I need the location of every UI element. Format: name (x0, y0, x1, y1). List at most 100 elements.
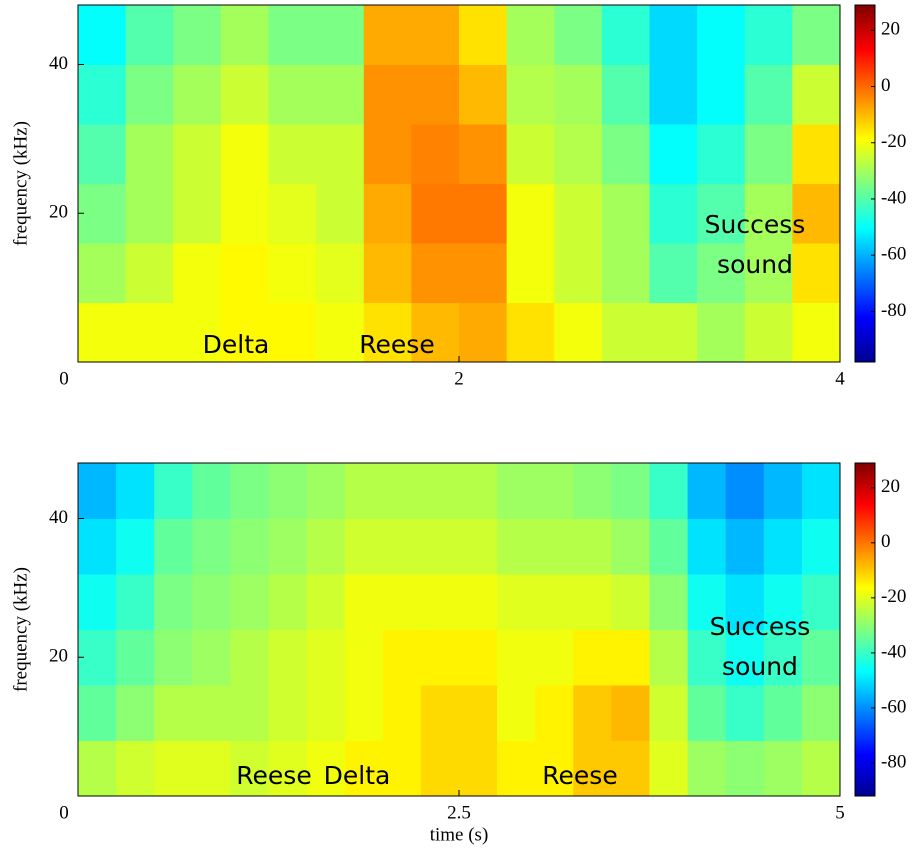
spectrogram-cell (535, 629, 574, 686)
spectrogram-cell (344, 574, 384, 630)
spectrogram-cell (154, 629, 193, 686)
spectrogram-cell (792, 243, 841, 303)
spectrogram-cell (725, 685, 765, 741)
annotation-line: Success (705, 210, 806, 239)
annotation: Success sound (705, 210, 806, 279)
spectrogram-cell (382, 685, 422, 741)
spectrogram-cell (154, 463, 193, 519)
spectrogram-cell (125, 243, 174, 303)
spectrogram-cell (497, 574, 536, 630)
spectrogram-cell (801, 629, 841, 686)
spectrogram-cell (744, 124, 793, 184)
x-tick-label: 5 (835, 802, 845, 823)
spectrogram-cell (363, 124, 412, 184)
annotation: Reese (359, 330, 434, 359)
spectrogram-cell (192, 463, 231, 519)
spectrogram-cell (306, 463, 346, 519)
spectrogram-cell (535, 685, 574, 741)
spectrogram-cell (154, 574, 193, 630)
spectrogram-cell (573, 740, 612, 797)
x-tick-label: 0 (59, 368, 69, 389)
spectrogram-cell (363, 183, 412, 244)
spectrogram-cell (801, 574, 841, 630)
spectrogram-cell (230, 463, 269, 519)
spectrogram-cell (506, 243, 555, 303)
spectrogram-cell (649, 463, 689, 519)
spectrogram-cell (725, 574, 765, 630)
spectrogram-cell (744, 64, 793, 125)
spectrogram-cell (78, 124, 127, 184)
spectrogram-cell (744, 243, 793, 303)
spectrogram-cell (611, 740, 650, 797)
spectrogram-cell (78, 64, 127, 125)
spectrogram-cell (230, 629, 269, 686)
spectrogram-cell (792, 64, 841, 125)
spectrogram-cell (173, 183, 222, 244)
y-tick-label: 40 (49, 507, 68, 528)
spectrogram-cell (268, 463, 308, 519)
spectrogram-cell (125, 64, 174, 125)
y-tick-label: 20 (49, 646, 68, 667)
spectrogram-cell (220, 5, 269, 65)
spectrogram-cell (306, 629, 346, 686)
annotation: Reese (542, 761, 617, 790)
spectrogram-cell (268, 124, 317, 184)
y-tick-label: 20 (49, 202, 68, 223)
spectrogram-cell (687, 685, 727, 741)
spectrogram-cell (697, 243, 746, 303)
spectrogram-cell (649, 5, 698, 65)
spectrogram-cell (611, 574, 650, 630)
annotation: Reese (236, 761, 311, 790)
spectrogram-cell (125, 183, 174, 244)
spectrogram-cell (506, 124, 555, 184)
spectrogram-cell (344, 685, 384, 741)
spectrogram-cell (78, 243, 127, 303)
spectrogram-cell (506, 5, 555, 65)
spectrogram-cell (78, 463, 117, 519)
spectrogram-cell (497, 518, 536, 575)
spectrogram-cell (611, 629, 650, 686)
spectrogram-cell (801, 685, 841, 741)
spectrogram-cell (382, 518, 422, 575)
spectrogram-cell (459, 302, 508, 363)
spectrogram-cell (649, 629, 689, 686)
spectrogram-cell (154, 685, 193, 741)
annotation: Delta (324, 761, 391, 790)
spectrogram-cell (601, 243, 650, 303)
spectrogram-cell (459, 685, 498, 741)
spectrogram-cell (801, 463, 841, 519)
spectrogram-cell (697, 124, 746, 184)
spectrogram-cell (268, 64, 317, 125)
spectrogram-cell (763, 518, 803, 575)
colorbar-tick-label: -40 (881, 187, 906, 208)
annotation-line: sound (722, 652, 798, 681)
spectrogram-cell (192, 518, 231, 575)
spectrogram-cell (792, 302, 841, 363)
spectrogram-cell (125, 124, 174, 184)
spectrogram-cell (363, 64, 412, 125)
spectrogram-cell (697, 64, 746, 125)
spectrogram-cell (725, 740, 765, 797)
spectrogram-cell (220, 302, 269, 363)
spectrogram-cell (316, 302, 365, 363)
y-axis-label: frequency (kHz) (10, 567, 31, 692)
spectrogram-cell (601, 183, 650, 244)
spectrogram-cell (792, 5, 841, 65)
spectrogram-cell (78, 574, 117, 630)
spectrogram-cell (78, 685, 117, 741)
spectrogram-cell (363, 243, 412, 303)
spectrogram-cell (573, 629, 612, 686)
spectrogram-cell (535, 574, 574, 630)
spectrogram-cell (459, 124, 508, 184)
spectrogram-cell (459, 629, 498, 686)
spectrogram-cell (554, 5, 603, 65)
colorbar (854, 4, 876, 363)
spectrogram-cell (420, 518, 460, 575)
spectrogram-cell (220, 183, 269, 244)
spectrogram-cell (220, 124, 269, 184)
colorbar-tick-label: -20 (881, 131, 906, 152)
colorbar-tick-label: -60 (881, 244, 906, 265)
spectrogram-cell (687, 574, 727, 630)
spectrogram-cell (459, 183, 508, 244)
spectrogram-cell (792, 183, 841, 244)
